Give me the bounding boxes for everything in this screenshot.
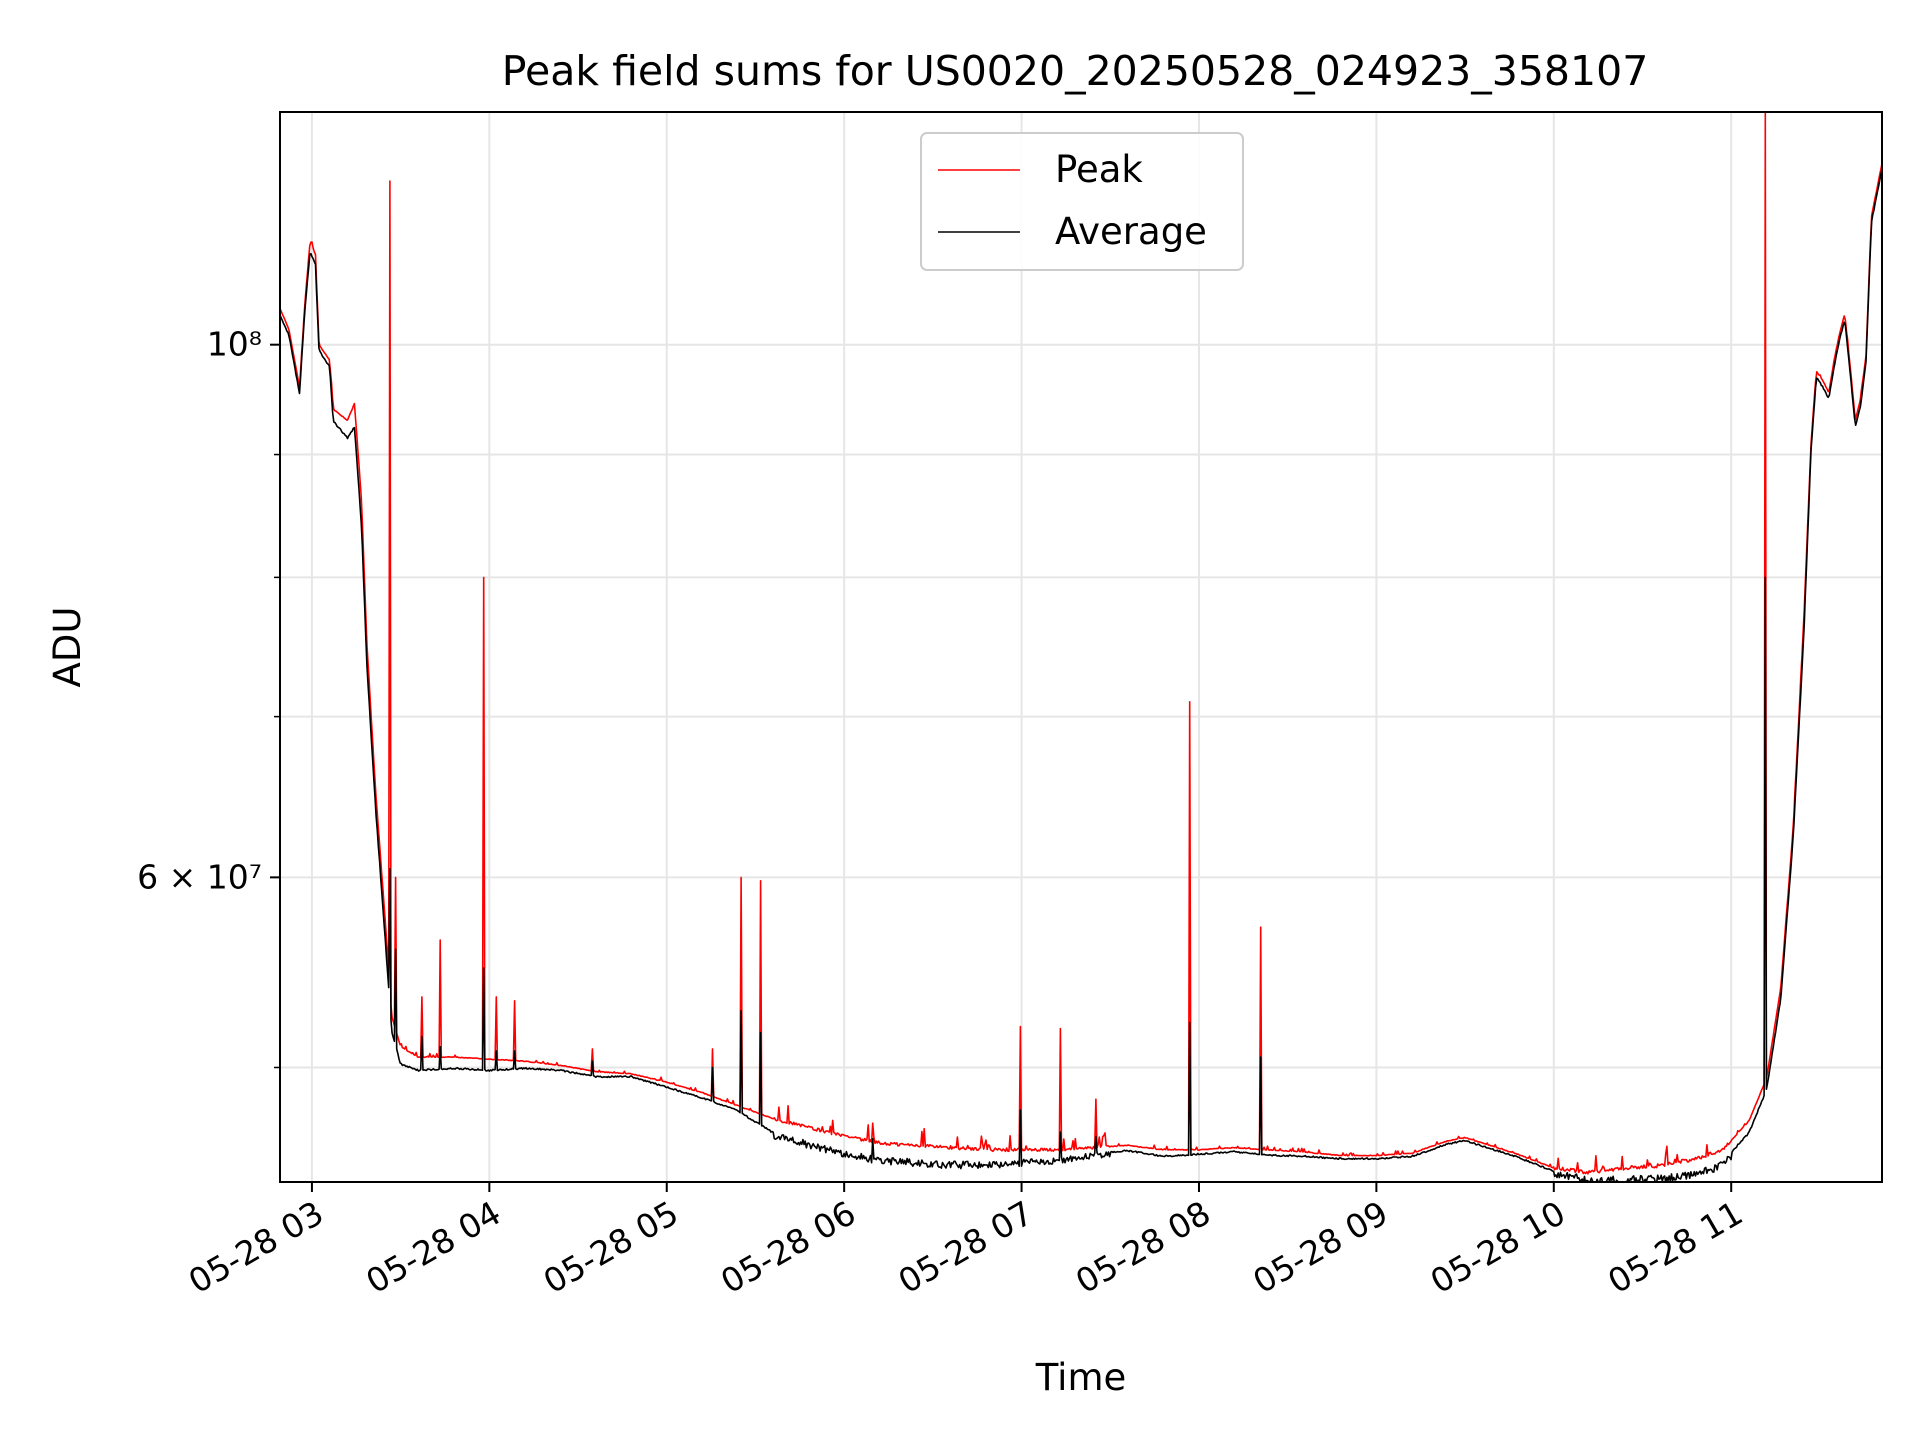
grid	[280, 112, 1882, 1182]
legend-label-average: Average	[1055, 210, 1207, 253]
x-axis-label: Time	[1035, 1356, 1127, 1399]
y-tick-label: 6 × 10⁷	[137, 857, 262, 896]
legend-label-peak: Peak	[1055, 148, 1143, 191]
series-line-peak	[280, 112, 1882, 1175]
y-tick-label: 10⁸	[207, 325, 262, 364]
series-line-average	[280, 169, 1882, 1182]
plot-frame	[279, 111, 1883, 1183]
plot-area	[280, 112, 1882, 1182]
legend-box	[920, 132, 1244, 271]
chart-title: Peak field sums for US0020_20250528_0249…	[502, 47, 1649, 95]
y-axis-label: ADU	[46, 607, 89, 688]
legend: Peak Average	[920, 132, 1244, 271]
